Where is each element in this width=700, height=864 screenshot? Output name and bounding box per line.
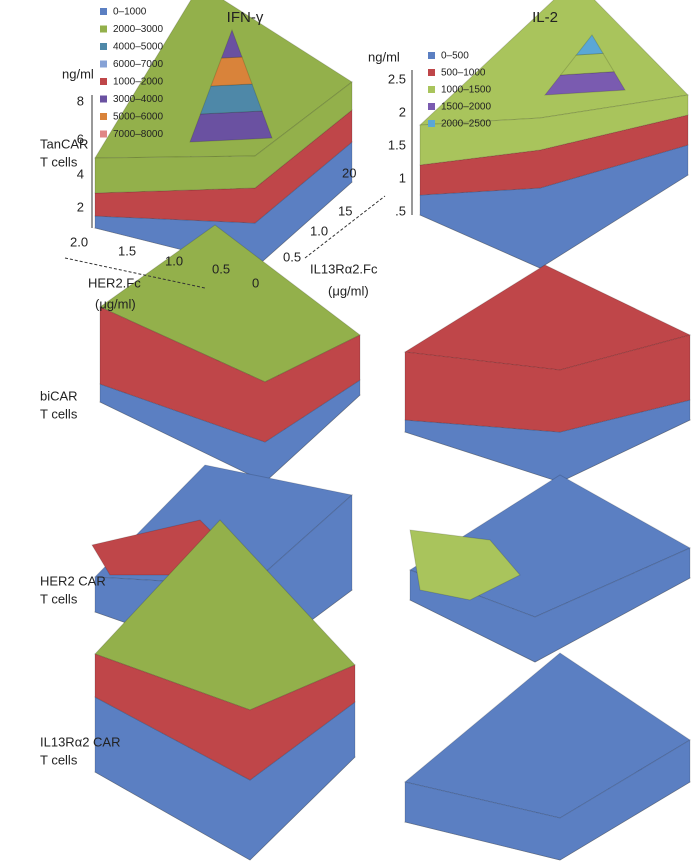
x-tick: 0.5 [212,261,230,276]
legends: 0–1000 2000–3000 4000–5000 6000–7000 1000–20… [100,7,491,140]
axis-label: IL13Rα2.Fc [310,261,378,276]
surface-band [94,80,353,194]
z-tick: 4 [77,166,84,181]
legend-label: 1500–2000 [441,102,491,113]
z-unit: ng/ml [368,49,400,64]
surface-peak [189,110,273,143]
surface-band [409,547,691,663]
surface-peak [220,28,243,59]
legend-swatch [100,95,107,103]
surface-band [404,334,691,433]
legend-swatch [428,103,435,110]
row-label: TanCAR [40,136,88,151]
y-tick: 15 [338,203,352,218]
surface-peak [199,83,263,115]
legend-swatch [100,60,107,68]
axis-label: (μg/ml) [328,283,369,298]
surface-fold [409,529,521,601]
axis-label: HER2.Fc [88,275,141,290]
surface-band [99,306,361,443]
x-tick: 1.0 [165,253,183,268]
y-tick: 0.5 [283,249,301,264]
legend-label: 0–500 [441,51,469,62]
row-label: T cells [40,406,78,421]
z-tick: 1 [399,170,406,185]
surfaces [91,0,692,861]
y-tick: 0 [252,275,259,290]
column-title: IFN-γ [227,9,264,26]
legend-swatch [100,130,107,138]
z-tick: 2.5 [388,71,406,86]
surface-band [404,739,691,861]
legend-label: 2000–2500 [441,119,491,130]
z-tick: 8 [77,93,84,108]
legend-label: 2000–3000 [113,24,163,35]
legend-label: 6000–7000 [113,59,163,70]
row-label: IL13Rα2 CAR [40,734,121,749]
legend-swatch [100,8,107,15]
surface-peak [575,34,604,56]
legend-label: 500–1000 [441,68,486,79]
legend-label: 0–1000 [113,7,147,18]
legend-label: 1000–1500 [441,85,491,96]
legend-label: 4000–5000 [113,42,163,53]
row-label: T cells [40,752,78,767]
legend-swatch [100,113,107,120]
z-tick: 2 [77,199,84,214]
z-unit: ng/ml [62,66,94,81]
row-label: T cells [40,154,78,169]
legend-swatch [428,52,435,59]
y-tick: 1.0 [310,223,328,238]
x-tick: 2.0 [70,234,88,249]
axes: ng/ml ng/ml 8 6 4 2 2.5 2 1.5 1 .5 2.0 1… [62,49,413,311]
z-tick: .5 [395,203,406,218]
legend-swatch [428,86,435,93]
legend-swatch [100,25,107,33]
legend-label: 3000–4000 [113,94,163,105]
axis-label: (μg/ml) [95,296,136,311]
z-tick: 1.5 [388,137,406,152]
legend-label: 1000–2000 [113,77,163,88]
legend-swatch [428,120,435,127]
y-tick: 20 [342,165,356,180]
z-tick: 2 [399,104,406,119]
legend-swatch [428,69,435,76]
legend-label: 5000–6000 [113,112,163,123]
row-label: biCAR [40,388,78,403]
legend-label: 7000–8000 [113,129,163,140]
row-label: T cells [40,591,78,606]
legend-swatch [100,43,107,50]
legend-swatch [100,78,107,85]
z-tick: 6 [77,131,84,146]
x-tick: 1.5 [118,243,136,258]
surface-band [419,94,689,166]
column-title: IL-2 [532,9,558,26]
row-label: HER2 CAR [40,573,106,588]
surface-band [94,653,356,781]
row-labels: TanCAR T cells biCAR T cells HER2 CAR T … [40,136,121,767]
